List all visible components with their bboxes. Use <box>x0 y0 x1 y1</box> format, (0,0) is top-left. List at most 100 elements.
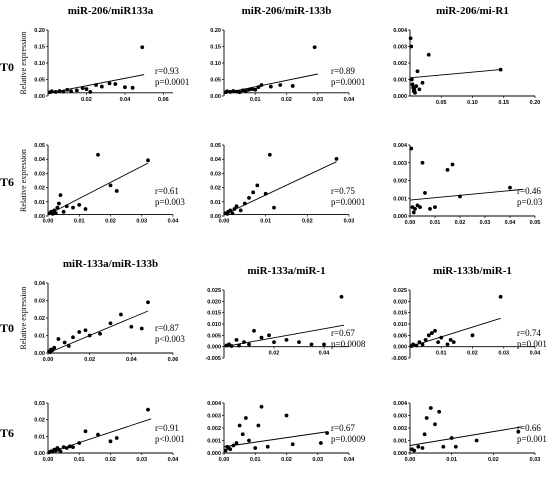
y-tick-label: 0.001 <box>207 439 221 445</box>
x-tick-label: 0.00 <box>43 357 54 363</box>
data-point <box>83 429 88 434</box>
y-tick-label: 0.000 <box>207 345 221 351</box>
y-tick-label: 0.01 <box>34 434 45 440</box>
x-tick-label: 0.01 <box>74 457 85 463</box>
data-point <box>234 89 239 94</box>
y-tick-label: 0.00 <box>34 351 45 357</box>
y-tick-label: 0.04 <box>210 157 222 163</box>
row-label-t0-top: T0 <box>0 60 14 74</box>
data-point <box>284 337 289 342</box>
data-point <box>113 82 118 86</box>
data-point <box>67 444 72 449</box>
data-point <box>284 413 289 418</box>
data-point <box>146 158 150 163</box>
y-tick-label: 0.003 <box>393 414 407 420</box>
y-tick-label: 0.05 <box>210 143 221 149</box>
data-point <box>243 89 248 93</box>
data-point <box>423 337 428 342</box>
data-point <box>247 196 251 200</box>
data-point <box>433 328 437 333</box>
regression-line <box>409 426 523 446</box>
regression-line <box>223 161 337 216</box>
row-label-t6-bottom: T6 <box>0 426 14 440</box>
x-tick-label: 0.05 <box>436 100 447 106</box>
x-tick-label: 0.01 <box>250 97 261 103</box>
data-point <box>237 90 242 95</box>
y-tick-label: 0.05 <box>210 78 221 84</box>
regression-line <box>47 162 149 216</box>
y-tick-label: 0.003 <box>207 414 221 420</box>
data-point <box>108 183 113 188</box>
data-point <box>420 160 425 165</box>
p-value: p=0.0008 <box>331 339 366 349</box>
regression-line <box>409 69 501 79</box>
p-value: p=0.0001 <box>331 77 365 87</box>
scatter-panel-6: 0.000 0.001 0.002 0.003 0.004 0.00 0.01 0.02 0.0… <box>393 143 543 226</box>
panel-title: miR-206/mi-R1 <box>436 5 509 17</box>
x-tick-label: 0.02 <box>455 220 466 226</box>
data-point <box>238 208 243 213</box>
data-point <box>231 89 236 93</box>
x-tick-label: 0.05 <box>530 220 541 226</box>
y-tick-label: 0.000 <box>393 345 407 351</box>
x-tick-label: 0.06 <box>168 357 179 363</box>
y-tick-label: 0.001 <box>393 439 407 445</box>
correlation-r: r=0.46 <box>517 186 541 196</box>
data-point <box>278 83 283 87</box>
data-point <box>250 87 255 91</box>
y-tick-label: 0.025 <box>207 288 221 294</box>
y-tick-label: 0.002 <box>393 61 407 67</box>
x-tick-label: 0.04 <box>344 97 356 103</box>
y-tick-label: 0.20 <box>34 28 45 34</box>
data-point <box>69 89 73 94</box>
y-tick-label: 0.10 <box>34 61 45 67</box>
x-tick-label: 0.20 <box>530 100 541 106</box>
data-point <box>256 85 261 90</box>
correlation-r: r=0.67 <box>331 423 355 433</box>
regression-line <box>409 188 523 201</box>
x-tick-label: 0.04 <box>530 351 542 357</box>
data-point <box>297 340 301 345</box>
data-point <box>453 444 458 449</box>
data-point <box>268 84 273 89</box>
correlation-r: r=0.66 <box>517 423 541 433</box>
p-value: p=0.0001 <box>155 77 189 87</box>
row-label-t0-bottom: T0 <box>0 321 14 335</box>
data-point <box>423 191 427 195</box>
data-point <box>223 448 228 453</box>
data-point <box>130 85 135 90</box>
data-point <box>429 331 434 335</box>
data-point <box>129 324 134 329</box>
data-point <box>408 36 413 41</box>
data-point <box>232 207 237 211</box>
data-point <box>80 86 85 91</box>
data-point <box>412 448 417 453</box>
data-point <box>290 442 295 447</box>
data-point <box>413 207 417 211</box>
data-point <box>339 294 344 299</box>
data-point <box>318 441 323 445</box>
x-tick-label: 0.02 <box>105 457 116 463</box>
y-tick-label: 0.00 <box>210 214 221 220</box>
y-tick-label: 0.000 <box>207 451 221 457</box>
x-tick-label: 0.02 <box>81 97 92 103</box>
data-point <box>426 52 431 57</box>
y-tick-label: 0.004 <box>207 401 222 407</box>
x-tick-label: 0.02 <box>281 457 292 463</box>
y-tick-label: 0.015 <box>393 311 407 317</box>
y-tick-label: 0.001 <box>393 78 407 84</box>
correlation-r: r=0.89 <box>331 66 355 76</box>
scatter-panel-7: miR-133a/miR-133b Relative expression 0.00… <box>19 258 185 363</box>
data-point <box>426 333 431 338</box>
correlation-r: r=0.91 <box>155 423 179 433</box>
correlation-r: r=0.75 <box>331 186 355 196</box>
y-tick-label: -0.005 <box>205 356 221 362</box>
x-tick-label: 0.03 <box>312 457 323 463</box>
data-point <box>422 432 427 437</box>
data-point <box>439 335 444 340</box>
x-tick-label: 0.04 <box>120 97 132 103</box>
data-point <box>229 344 234 348</box>
data-point <box>64 446 69 450</box>
y-tick-label: 0.004 <box>393 28 408 34</box>
y-tick-label: 0.01 <box>210 200 221 206</box>
